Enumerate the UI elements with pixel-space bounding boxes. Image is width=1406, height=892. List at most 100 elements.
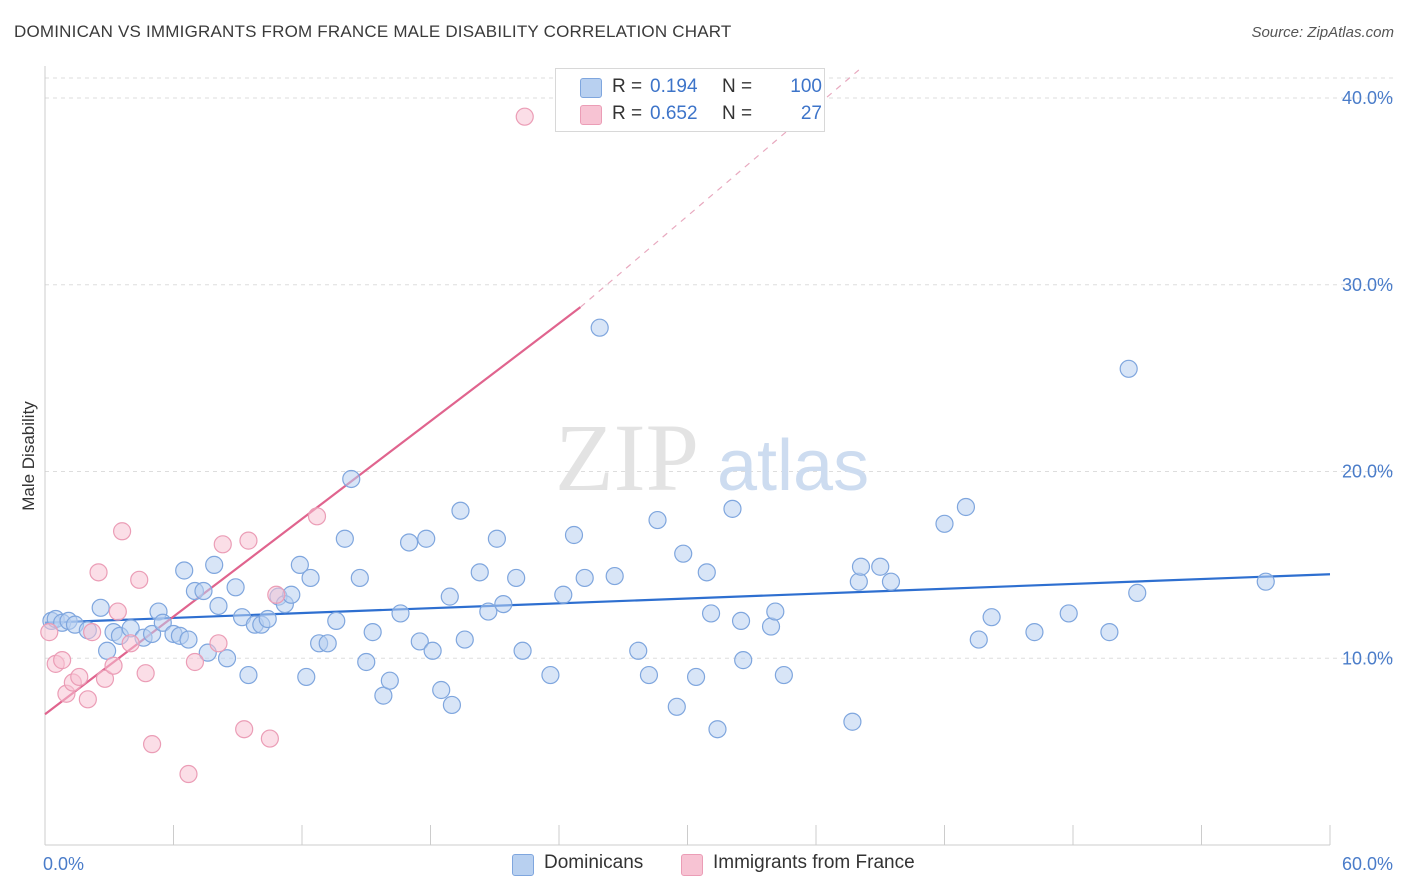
dominicans-point	[470, 563, 489, 582]
dominicans-point	[541, 665, 560, 685]
dominicans-point	[697, 563, 716, 582]
dominicans-point	[1100, 623, 1119, 642]
dominicans-point	[217, 649, 237, 668]
x-tick-label: 0.0%	[43, 854, 84, 874]
france-point	[95, 669, 115, 688]
dominicans-point	[494, 594, 513, 614]
y-tick-label: 10.0%	[1342, 648, 1393, 668]
dominicans-point	[451, 501, 470, 520]
dominicans-point	[399, 533, 419, 552]
dominicans-point	[969, 630, 988, 649]
dominicans-point	[479, 602, 498, 621]
france-point	[235, 720, 254, 739]
y-tick-label: 30.0%	[1342, 275, 1393, 295]
dominicans-point	[153, 613, 172, 632]
legend-r-value: 0.652	[650, 103, 698, 124]
dominicans-point	[179, 630, 198, 649]
france-point	[179, 764, 198, 784]
dominicans-point	[774, 665, 793, 685]
france-point	[515, 107, 534, 126]
dominicans-point	[851, 557, 871, 576]
data-points	[40, 107, 1275, 784]
dominicans-point	[258, 609, 277, 629]
dominicans-point	[513, 641, 532, 660]
dominicans-point	[432, 680, 451, 700]
dominicans-point	[935, 514, 954, 533]
dominicans-point	[982, 608, 1001, 627]
legend-swatch-pink	[681, 854, 703, 876]
dominicans-point	[487, 529, 506, 548]
dominicans-point	[575, 568, 594, 588]
chart-title: DOMINICAN VS IMMIGRANTS FROM FRANCE MALE…	[14, 22, 732, 41]
dominicans-point	[708, 720, 727, 739]
dominicans-point	[1119, 359, 1138, 378]
legend-label-dominicans: Dominicans	[544, 852, 644, 873]
dominicans-point	[1256, 572, 1275, 591]
legend-swatch-pink	[580, 105, 602, 125]
watermark-atlas: atlas	[717, 426, 869, 506]
dominicans-point	[761, 617, 781, 636]
france-point	[142, 735, 162, 754]
dominicans-point	[1025, 623, 1044, 642]
dominicans-point	[507, 568, 526, 588]
source-label: Source: ZipAtlas.com	[1251, 24, 1394, 41]
y-tick-label: 20.0%	[1342, 462, 1393, 482]
dominicans-point	[440, 587, 459, 606]
dominicans-point	[701, 604, 721, 623]
dominicans-point	[175, 561, 194, 580]
dominicans-point	[410, 632, 429, 651]
legend-label-france: Immigrants from France	[713, 852, 915, 873]
dominicans-point	[327, 611, 346, 631]
dominicans-point	[363, 623, 382, 642]
dominicans-point	[674, 544, 693, 563]
dominicans-point	[849, 572, 868, 591]
legend-n-label: N =	[722, 76, 753, 97]
dominicans-point	[686, 667, 706, 687]
dominicans-point	[239, 665, 258, 685]
dominicans-point	[667, 697, 686, 716]
france-point	[112, 522, 132, 541]
dominicans-point	[209, 596, 228, 616]
dominicans-point	[91, 598, 110, 617]
france-point	[185, 652, 205, 672]
france-point	[78, 690, 97, 709]
france-point	[89, 563, 108, 582]
dominicans-point	[1128, 583, 1147, 602]
stats-legend: R = 0.194 N = 100 R = 0.652 N = 27	[555, 68, 825, 132]
dominicans-point	[391, 604, 410, 623]
watermark: ZIP atlas	[555, 404, 869, 511]
dominicans-point	[629, 641, 648, 660]
france-point	[307, 507, 327, 526]
france-point	[136, 664, 155, 683]
dominicans-point	[318, 634, 337, 653]
legend-r-label: R =	[612, 103, 643, 124]
dominicans-point	[554, 585, 573, 604]
legend-r-label: R =	[612, 76, 643, 97]
dominicans-point	[731, 611, 751, 631]
dominicans-point	[342, 469, 361, 489]
dominicans-point	[723, 499, 742, 518]
dominicans-point	[639, 665, 659, 685]
axes	[44, 66, 1331, 846]
france-point	[104, 656, 123, 675]
dominicans-point	[766, 602, 785, 621]
dominicans-point	[194, 581, 213, 601]
france-point	[130, 570, 149, 589]
legend-swatch-blue	[512, 854, 534, 876]
dominicans-point	[205, 555, 224, 574]
france-point	[40, 623, 59, 642]
dominicans-point	[350, 568, 369, 588]
france-point	[267, 585, 286, 604]
dominicans-point	[455, 630, 474, 649]
dominicans-point	[417, 529, 436, 548]
dominicans-point	[357, 652, 376, 672]
france-point	[70, 667, 89, 687]
legend-n-value: 27	[800, 103, 822, 124]
dominicans-point	[564, 525, 584, 545]
legend-n-value: 100	[790, 76, 822, 97]
dominicans-point	[301, 568, 320, 588]
dominicans-point	[423, 641, 442, 660]
dominicans-point	[648, 510, 667, 530]
grid-lines	[45, 77, 1393, 659]
